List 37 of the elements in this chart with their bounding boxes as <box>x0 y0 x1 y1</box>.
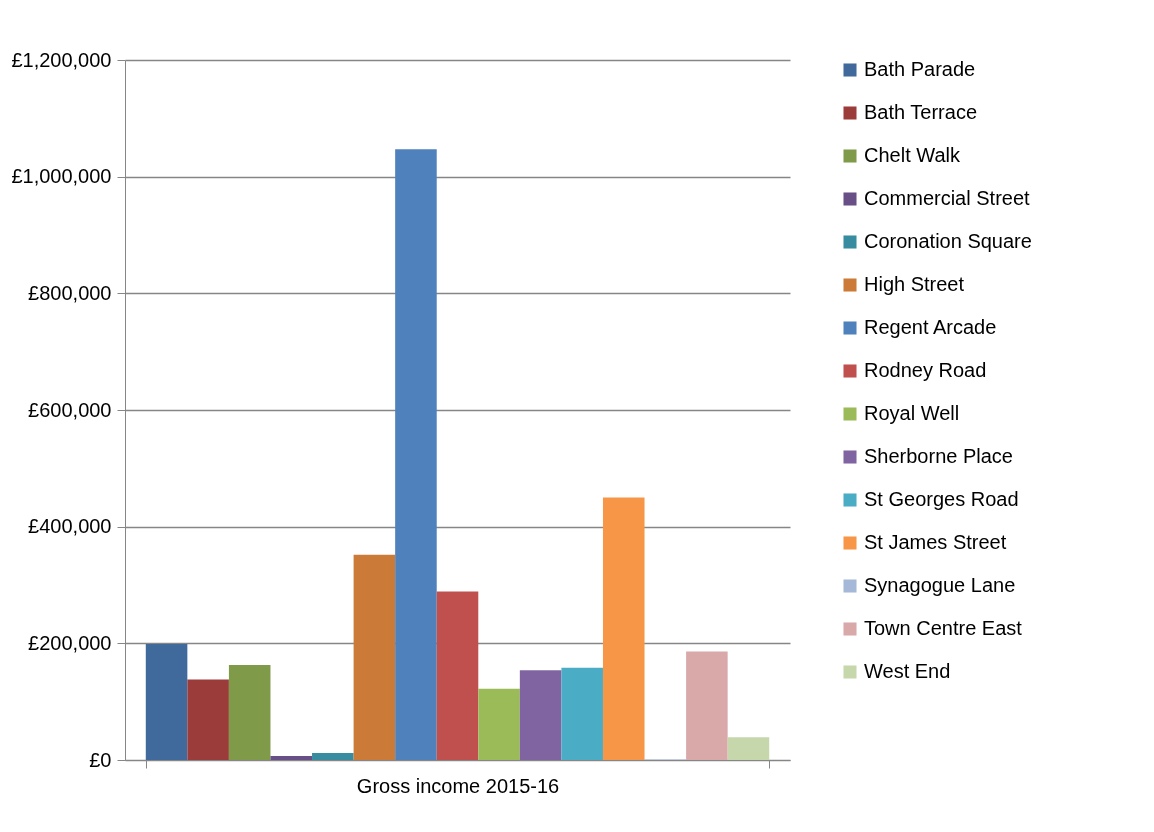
bar <box>436 591 479 760</box>
bar <box>519 670 562 760</box>
bar <box>270 755 313 760</box>
y-tick-label: £400,000 <box>28 515 112 538</box>
bar <box>478 688 520 760</box>
legend-label: St Georges Road <box>864 488 1019 510</box>
legend-label: High Street <box>864 273 965 295</box>
bar <box>353 554 396 760</box>
bar <box>187 679 229 760</box>
legend-label: Bath Parade <box>864 58 976 80</box>
y-tick-label: £1,200,000 <box>11 48 112 71</box>
legend-label: St James Street <box>864 531 1007 553</box>
bar <box>312 753 354 760</box>
y-tick-label: £600,000 <box>28 398 112 421</box>
bar <box>395 149 437 760</box>
legend-label: Royal Well <box>864 402 960 424</box>
bar <box>602 497 645 760</box>
x-tick-label: Gross income 2015-16 <box>356 774 560 797</box>
legend-label: Regent Arcade <box>864 316 997 338</box>
bar <box>686 651 728 760</box>
bar <box>561 667 603 760</box>
y-tick-label: £1,000,000 <box>11 165 112 188</box>
bar <box>727 737 770 760</box>
y-tick-label: £0 <box>89 748 112 771</box>
bar <box>228 664 271 760</box>
legend-label: Synagogue Lane <box>864 574 1016 596</box>
legend-label: Town Centre East <box>864 617 1023 639</box>
legend-label: Commercial Street <box>864 187 1031 209</box>
legend-label: Bath Terrace <box>864 101 978 123</box>
legend-label: Chelt Walk <box>864 144 961 166</box>
legend-label: Coronation Square <box>864 230 1032 252</box>
y-tick-label: £200,000 <box>28 631 112 654</box>
legend-label: West End <box>864 660 951 682</box>
bar <box>145 643 188 760</box>
y-tick-label: £800,000 <box>28 281 112 304</box>
legend-label: Sherborne Place <box>864 445 1013 467</box>
legend-label: Rodney Road <box>864 359 987 381</box>
